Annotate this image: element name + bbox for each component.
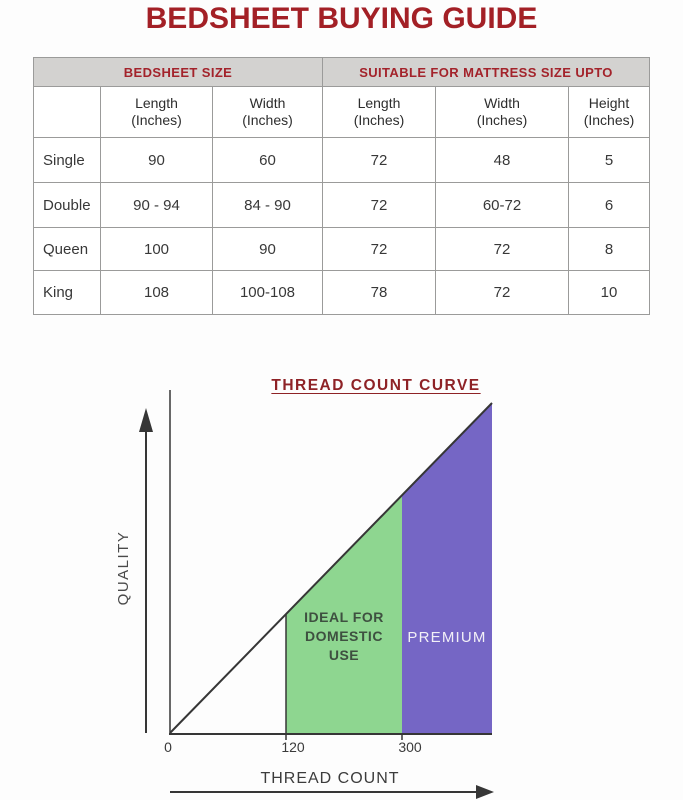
cell-value: 72 (435, 270, 569, 315)
col-header-unit: (Inches) (583, 112, 635, 128)
tick-label-300: 300 (398, 739, 422, 755)
cell-value: 6 (567, 182, 651, 228)
col-header-line: Length (357, 95, 401, 112)
cell-value: 84 - 90 (212, 182, 323, 228)
table-column-header-row: Length (Inches) Width (Inches) Length (I… (33, 86, 651, 138)
col-header-width-2: Width (Inches) (435, 86, 569, 138)
cell-value: 90 (100, 137, 213, 183)
table-group-header-row: BEDSHEET SIZE SUITABLE FOR MATTRESS SIZE… (33, 57, 651, 87)
tick-label-0: 0 (164, 739, 172, 755)
col-header-height: Height (Inches) (567, 86, 651, 138)
cell-value: 100-108 (212, 270, 323, 315)
ideal-region-label-line3: USE (329, 647, 359, 663)
cell-value: 60 (212, 137, 323, 183)
cell-value: 90 (212, 227, 323, 271)
table-row-double: Double 90 - 94 84 - 90 72 60-72 6 (33, 182, 651, 228)
col-header-unit: (Inches) (353, 112, 405, 128)
cell-value: 72 (322, 182, 436, 228)
premium-region-label: PREMIUM (407, 629, 486, 646)
table-row-king: King 108 100-108 78 72 10 (33, 270, 651, 315)
ideal-domestic-region (286, 495, 402, 734)
cell-value: 5 (567, 137, 651, 183)
table-row-single: Single 90 60 72 48 5 (33, 137, 651, 183)
col-header-length-1: Length (Inches) (100, 86, 213, 138)
ideal-region-label-line1: IDEAL FOR (304, 609, 384, 625)
cell-value: 108 (100, 270, 213, 315)
table-row-queen: Queen 100 90 72 72 8 (33, 227, 651, 271)
y-axis-title: QUALITY (115, 531, 132, 606)
thread-count-curve-chart: 0 120 300 QUALITY THREAD COUNT IDEAL FOR… (115, 390, 494, 799)
row-label: Double (33, 182, 101, 228)
x-arrow-head-icon (476, 785, 494, 799)
col-header-line: Length (135, 95, 178, 112)
group-header-bedsheet-size: BEDSHEET SIZE (33, 57, 323, 87)
y-arrow-head-icon (139, 408, 153, 432)
col-header-unit: (Inches) (131, 112, 182, 128)
cell-value: 8 (567, 227, 651, 271)
cell-value: 48 (435, 137, 569, 183)
cell-value: 72 (322, 227, 436, 271)
row-label: Queen (33, 227, 101, 271)
cell-value: 72 (322, 137, 436, 183)
cell-value: 72 (435, 227, 569, 271)
cell-value: 10 (567, 270, 651, 315)
col-header-unit: (Inches) (242, 112, 293, 128)
cell-value: 90 - 94 (100, 182, 213, 228)
group-header-mattress-size: SUITABLE FOR MATTRESS SIZE UPTO (321, 57, 651, 87)
row-label: King (33, 270, 101, 315)
cell-value: 60-72 (435, 182, 569, 228)
col-header-length-2: Length (Inches) (322, 86, 436, 138)
col-header-unit: (Inches) (476, 112, 528, 128)
col-header-line: Width (484, 95, 520, 112)
corner-cell (33, 86, 101, 138)
premium-region (402, 403, 492, 734)
tick-label-120: 120 (281, 739, 305, 755)
bedsheet-size-table: BEDSHEET SIZE SUITABLE FOR MATTRESS SIZE… (33, 57, 651, 315)
chart-title: THREAD COUNT CURVE (271, 377, 481, 394)
col-header-line: Width (249, 95, 286, 112)
ideal-region-label-line2: DOMESTIC (305, 628, 383, 644)
page-title: BEDSHEET BUYING GUIDE (145, 2, 538, 35)
cell-value: 78 (322, 270, 436, 315)
row-label: Single (33, 137, 101, 183)
col-header-line: Height (588, 95, 630, 112)
quality-curve-line (169, 402, 493, 734)
x-axis-title: THREAD COUNT (260, 770, 399, 787)
col-header-width-1: Width (Inches) (212, 86, 323, 138)
cell-value: 100 (100, 227, 213, 271)
